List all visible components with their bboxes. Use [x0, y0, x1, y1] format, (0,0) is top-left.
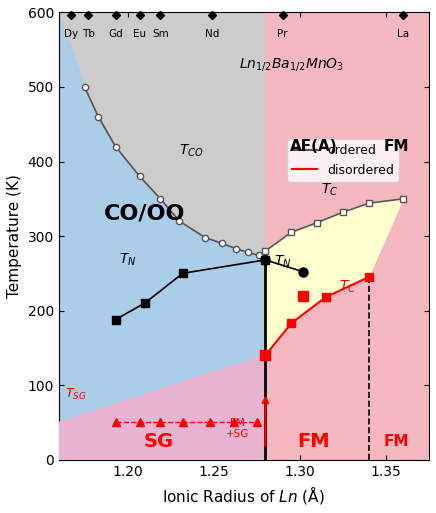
- Text: Eu: Eu: [133, 29, 146, 39]
- Text: $T_C$: $T_C$: [320, 182, 338, 198]
- Text: Dy: Dy: [64, 29, 78, 39]
- Text: FM: FM: [297, 431, 330, 450]
- Text: $T_N$: $T_N$: [119, 252, 136, 268]
- Text: $Ln_{1/2}$Ba$_{1/2}$MnO$_3$: $Ln_{1/2}$Ba$_{1/2}$MnO$_3$: [238, 56, 344, 73]
- Text: $T_{CO}$: $T_{CO}$: [179, 142, 204, 159]
- Text: Pr: Pr: [277, 29, 288, 39]
- Text: $T_C$: $T_C$: [340, 279, 357, 295]
- Polygon shape: [59, 356, 266, 460]
- Text: CO/OO: CO/OO: [104, 204, 186, 224]
- Text: SG: SG: [143, 431, 174, 450]
- X-axis label: Ionic Radius of $Ln$ (Å): Ionic Radius of $Ln$ (Å): [163, 484, 325, 506]
- Text: Gd: Gd: [108, 29, 123, 39]
- Text: FM
+SG: FM +SG: [226, 418, 249, 439]
- Legend: ordered, disordered: ordered, disordered: [287, 140, 399, 182]
- Text: FM: FM: [384, 433, 409, 448]
- Text: Nd: Nd: [205, 29, 219, 39]
- Text: La: La: [397, 29, 409, 39]
- Polygon shape: [59, 12, 266, 460]
- Text: Sm: Sm: [152, 29, 169, 39]
- Text: $T_N$: $T_N$: [274, 254, 291, 270]
- Text: AF(A): AF(A): [290, 139, 337, 154]
- Y-axis label: Temperature (K): Temperature (K): [7, 174, 22, 298]
- Text: Tb: Tb: [82, 29, 95, 39]
- Text: FM: FM: [384, 139, 409, 154]
- Text: $T_{SG}$: $T_{SG}$: [65, 386, 87, 402]
- Polygon shape: [266, 199, 403, 356]
- Polygon shape: [266, 12, 429, 460]
